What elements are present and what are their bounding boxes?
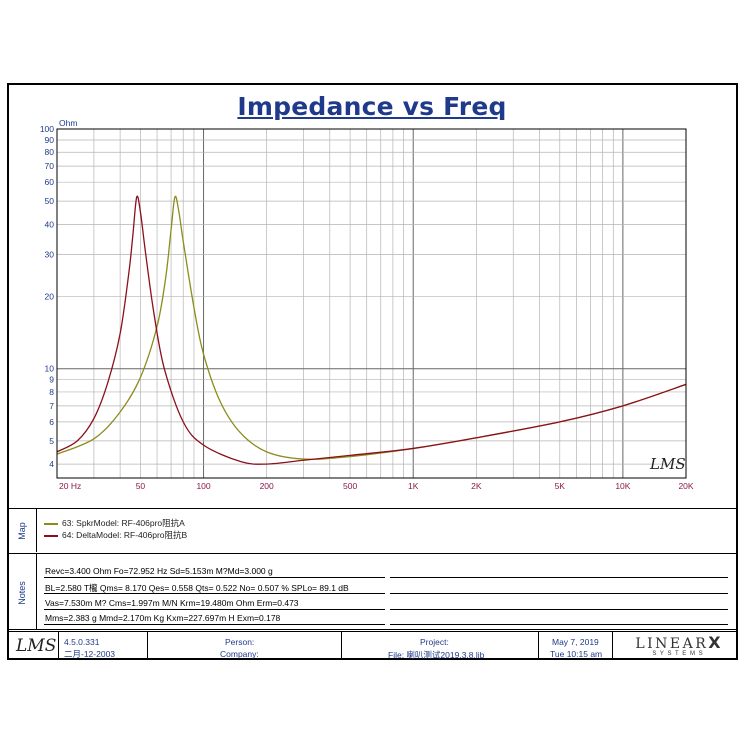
note-rule [44, 609, 385, 610]
footer-divider [538, 631, 539, 660]
plot-area [56, 128, 687, 479]
note-rule [44, 577, 385, 578]
footer-divider [612, 631, 613, 660]
note-line-3: Vas=7.530m M? Cms=1.997m M/N Krm=19.480m… [45, 598, 299, 608]
footer-date: May 7, 2019 [552, 637, 599, 647]
y-tick-label: 50 [45, 196, 55, 206]
notes-label: Notes [17, 581, 27, 605]
chart-title: Impedance vs Freq [237, 92, 507, 121]
x-tick-label: 100 [196, 481, 210, 491]
brand-sub: S Y S T E M S [652, 651, 704, 657]
y-tick-label: 5 [49, 436, 54, 446]
y-tick-label: 40 [45, 219, 55, 229]
x-tick-label: 5K [555, 481, 566, 491]
note-line-4: Mms=2.383 g Mmd=2.170m Kg Kxm=227.697m H… [45, 613, 281, 623]
map-label: Map [17, 522, 27, 540]
map-divider [36, 509, 37, 552]
y-tick-label: 70 [45, 161, 55, 171]
note-rule [390, 624, 728, 625]
note-rule [44, 593, 385, 594]
y-tick-label: 100 [40, 124, 54, 134]
note-line-1: Revc=3.400 Ohm Fo=72.952 Hz Sd=5.153m M?… [45, 566, 273, 576]
brand-name: LINEAR [635, 636, 709, 652]
y-tick-label: 90 [45, 135, 55, 145]
y-tick-label: 9 [49, 375, 54, 385]
legend-swatch-b [44, 534, 58, 537]
note-rule [390, 577, 728, 578]
footer-divider [147, 631, 148, 660]
y-tick-label: 60 [45, 177, 55, 187]
lms-watermark: LMS [650, 455, 686, 473]
footer-divider [58, 631, 59, 660]
series-line-b [56, 195, 687, 465]
y-tick-label: 30 [45, 249, 55, 259]
report-frame [7, 83, 738, 660]
footer-version: 4.5.0.331 [64, 637, 100, 647]
x-tick-label: 20K [678, 481, 693, 491]
x-tick-label: 2K [471, 481, 482, 491]
notes-divider [36, 553, 37, 629]
x-tick-label: 200 [260, 481, 274, 491]
x-tick-label: 1K [408, 481, 419, 491]
note-rule [44, 624, 385, 625]
note-rule [390, 593, 728, 594]
y-tick-label: 80 [45, 147, 55, 157]
footer-file: File: 喇叭测试2019.3.8.lib [388, 650, 485, 660]
footer-divider [341, 631, 342, 660]
y-tick-label: 10 [45, 364, 55, 374]
y-tick-label: 8 [49, 387, 54, 397]
footer-version-date: 二月-12-2003 [64, 649, 116, 659]
footer-project: Project: [420, 637, 449, 647]
series-line-a [56, 195, 687, 460]
legend-swatch-a [44, 522, 58, 525]
note-line-2: BL=2.580 T櫳 Qms= 8.170 Qes= 0.558 Qts= 0… [45, 583, 349, 593]
x-tick-label: 50 [136, 481, 146, 491]
y-tick-label: 20 [45, 292, 55, 302]
x-tick-label: 500 [343, 481, 357, 491]
x-tick-label: 20 Hz [59, 481, 81, 491]
brand-x: X [708, 633, 721, 652]
y-tick-label: 7 [49, 401, 54, 411]
footer-rule [7, 631, 738, 632]
linearx-logo: LINEARX S Y S T E M S [622, 633, 734, 657]
footer [7, 629, 738, 630]
y-tick-label: 6 [49, 417, 54, 427]
footer-logo: LMS [16, 636, 57, 656]
legend-item-b: 64: DeltaModel: RF-406pro阻抗B [44, 529, 187, 541]
legend-item-a: 63: SpkrModel: RF-406pro阻抗A [44, 517, 185, 529]
x-tick-label: 10K [615, 481, 630, 491]
y-axis-unit: Ohm [59, 118, 77, 128]
note-rule [390, 609, 728, 610]
map-section [7, 508, 738, 554]
footer-company: Company: [220, 649, 259, 659]
footer-person: Person: [225, 637, 255, 647]
footer-time: Tue 10:15 am [550, 649, 603, 659]
y-tick-label: 4 [49, 459, 54, 469]
